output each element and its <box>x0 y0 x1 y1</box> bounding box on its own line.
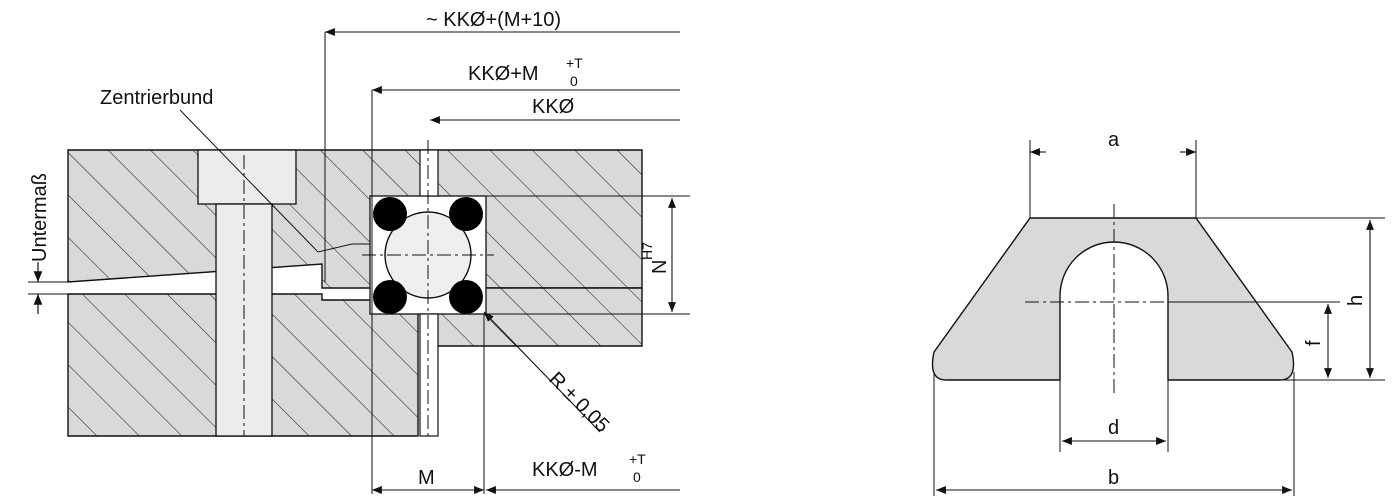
zentrierbund-label: Zentrierbund <box>100 87 213 109</box>
section-view: Zentrierbund Untermaß ~ KKØ+(M+10) KKØ+M… <box>28 9 690 494</box>
profile-shape <box>931 217 1295 381</box>
radius-leader <box>483 311 601 433</box>
dim-kkm10-label: ~ KKØ+(M+10) <box>426 9 561 31</box>
dim-kk-label: KKØ <box>532 96 574 118</box>
dim-a-label: a <box>1108 129 1120 151</box>
untermass-label: Untermaß <box>29 173 51 262</box>
zentrierbund-leader <box>179 109 370 253</box>
oring-tl <box>373 197 407 231</box>
dim-kkm-sub: 0 <box>570 73 578 89</box>
dim-kkmm-sup: +T <box>629 451 646 467</box>
oring-bl <box>373 280 407 314</box>
radius-label: R ± 0,05 <box>544 368 613 437</box>
profile-view: a h f d b <box>931 129 1385 496</box>
dim-kkm-label: KKØ+M <box>468 63 539 85</box>
counterbore <box>197 149 297 205</box>
dim-kkm-sup: +T <box>566 55 583 71</box>
dim-h-label: h <box>1345 295 1367 306</box>
dim-b-label: b <box>1108 467 1119 489</box>
vertical-channel <box>419 149 439 197</box>
upper-plate <box>67 149 643 289</box>
dim-m-label: M <box>418 467 435 489</box>
dim-n-label: N <box>649 260 671 274</box>
dim-kkmm-sub: 0 <box>633 469 641 485</box>
dim-d-label: d <box>1108 417 1119 439</box>
oring-tr <box>449 197 483 231</box>
dim-kkmm-label: KKØ-M <box>532 459 598 481</box>
dim-n-sup: H7 <box>639 242 655 260</box>
vertical-channel-low <box>419 313 439 437</box>
dim-f-label: f <box>1303 340 1325 346</box>
oring-br <box>449 280 483 314</box>
